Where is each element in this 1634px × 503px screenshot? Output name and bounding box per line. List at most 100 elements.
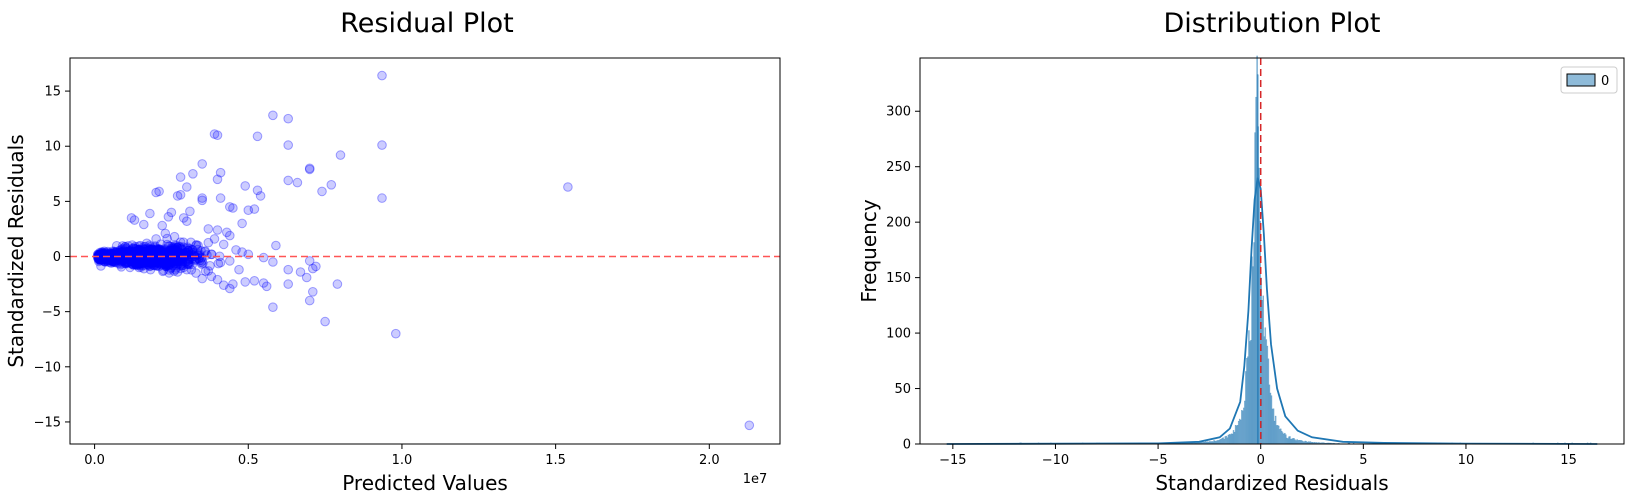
scatter-point <box>176 248 187 259</box>
scatter-point <box>203 224 214 234</box>
scatter-point <box>174 254 184 265</box>
scatter-point <box>137 248 147 259</box>
scatter-point <box>124 257 134 267</box>
scatter-point <box>169 245 179 255</box>
scatter-point <box>187 259 198 270</box>
scatter-point <box>148 250 159 261</box>
y-axis-ticks: −15 −10 −5 0 5 10 15 <box>34 85 70 430</box>
scatter-point <box>184 253 195 264</box>
y-tick-label: 200 <box>886 216 911 231</box>
scatter-point <box>125 252 135 263</box>
x-tick-label: −5 <box>1149 453 1168 468</box>
scatter-point <box>154 254 165 265</box>
scatter-point <box>138 246 148 256</box>
scatter-point <box>240 181 250 191</box>
scatter-point <box>170 250 180 261</box>
scatter-point <box>136 246 147 256</box>
scatter-point <box>158 254 168 265</box>
y-tick-label: 150 <box>886 271 911 286</box>
scatter-point <box>96 254 107 265</box>
scatter-point <box>335 150 346 160</box>
scatter-point <box>167 242 178 253</box>
scatter-point <box>301 272 312 283</box>
scatter-point <box>212 174 223 185</box>
scatter-point <box>161 261 171 272</box>
scatter-point <box>243 205 254 215</box>
scatter-point <box>135 244 145 255</box>
scatter-point <box>134 250 144 261</box>
scatter-point <box>155 260 166 270</box>
scatter-point <box>128 256 138 266</box>
scatter-point <box>166 246 177 257</box>
scatter-point <box>159 248 170 259</box>
scatter-point <box>133 241 144 251</box>
scatter-point <box>102 256 113 267</box>
scatter-point <box>206 249 217 260</box>
scatter-point <box>117 255 128 266</box>
scatter-point <box>107 252 118 263</box>
scatter-point <box>120 252 130 263</box>
scatter-point <box>136 254 147 265</box>
scatter-point <box>176 263 186 274</box>
scatter-point <box>143 259 153 270</box>
scatter-point <box>100 250 110 261</box>
scatter-point <box>167 241 177 252</box>
x-tick-label: 5 <box>1359 453 1367 468</box>
scatter-point <box>191 254 202 265</box>
scatter-point <box>271 240 281 251</box>
scatter-point <box>123 241 133 251</box>
scatter-point <box>120 258 131 268</box>
x-tick-label: −15 <box>939 453 966 468</box>
scatter-point <box>172 267 183 277</box>
scatter-point <box>116 247 127 257</box>
scatter-point <box>135 250 145 260</box>
scatter-point <box>94 252 104 263</box>
scatter-point <box>171 246 182 256</box>
scatter-point <box>149 260 160 271</box>
scatter-point <box>169 252 180 263</box>
scatter-point <box>138 254 148 265</box>
scatter-point <box>143 254 153 265</box>
scatter-point <box>153 255 164 265</box>
scatter-point <box>162 252 172 263</box>
scatter-point <box>144 261 155 272</box>
scatter-point <box>116 255 127 265</box>
scatter-point <box>164 260 174 270</box>
y-axis-label: Frequency <box>857 199 881 302</box>
scatter-point <box>149 255 160 265</box>
scatter-point <box>105 250 115 261</box>
scatter-point <box>172 247 182 257</box>
scatter-point <box>170 250 180 261</box>
scatter-point <box>377 140 387 150</box>
scatter-point <box>131 247 141 257</box>
scatter-point <box>159 252 169 263</box>
scatter-point <box>161 248 172 258</box>
scatter-point <box>148 250 159 261</box>
scatter-point <box>97 248 108 258</box>
scatter-point <box>140 254 151 265</box>
scatter-point <box>173 250 184 261</box>
scatter-point <box>128 252 139 263</box>
scatter-point <box>143 252 154 263</box>
scatter-point <box>120 252 130 263</box>
scatter-point <box>95 255 105 266</box>
scatter-point <box>165 263 176 274</box>
scatter-point <box>140 260 150 271</box>
scatter-point <box>133 250 143 261</box>
scatter-point <box>160 247 170 258</box>
scatter-point <box>136 258 146 269</box>
scatter-point <box>182 256 193 266</box>
scatter-point <box>116 262 127 272</box>
scatter-point <box>139 250 149 261</box>
scatter-point <box>112 252 123 263</box>
scatter-point <box>151 256 161 266</box>
x-tick-label: 0.0 <box>84 453 105 468</box>
scatter-point <box>109 250 119 261</box>
scatter-point <box>127 252 138 263</box>
scatter-point <box>143 245 154 256</box>
scatter-point <box>142 238 152 249</box>
scatter-point <box>132 245 143 256</box>
scatter-point <box>144 240 155 250</box>
scatter-point <box>134 262 144 273</box>
scatter-point <box>151 246 161 257</box>
